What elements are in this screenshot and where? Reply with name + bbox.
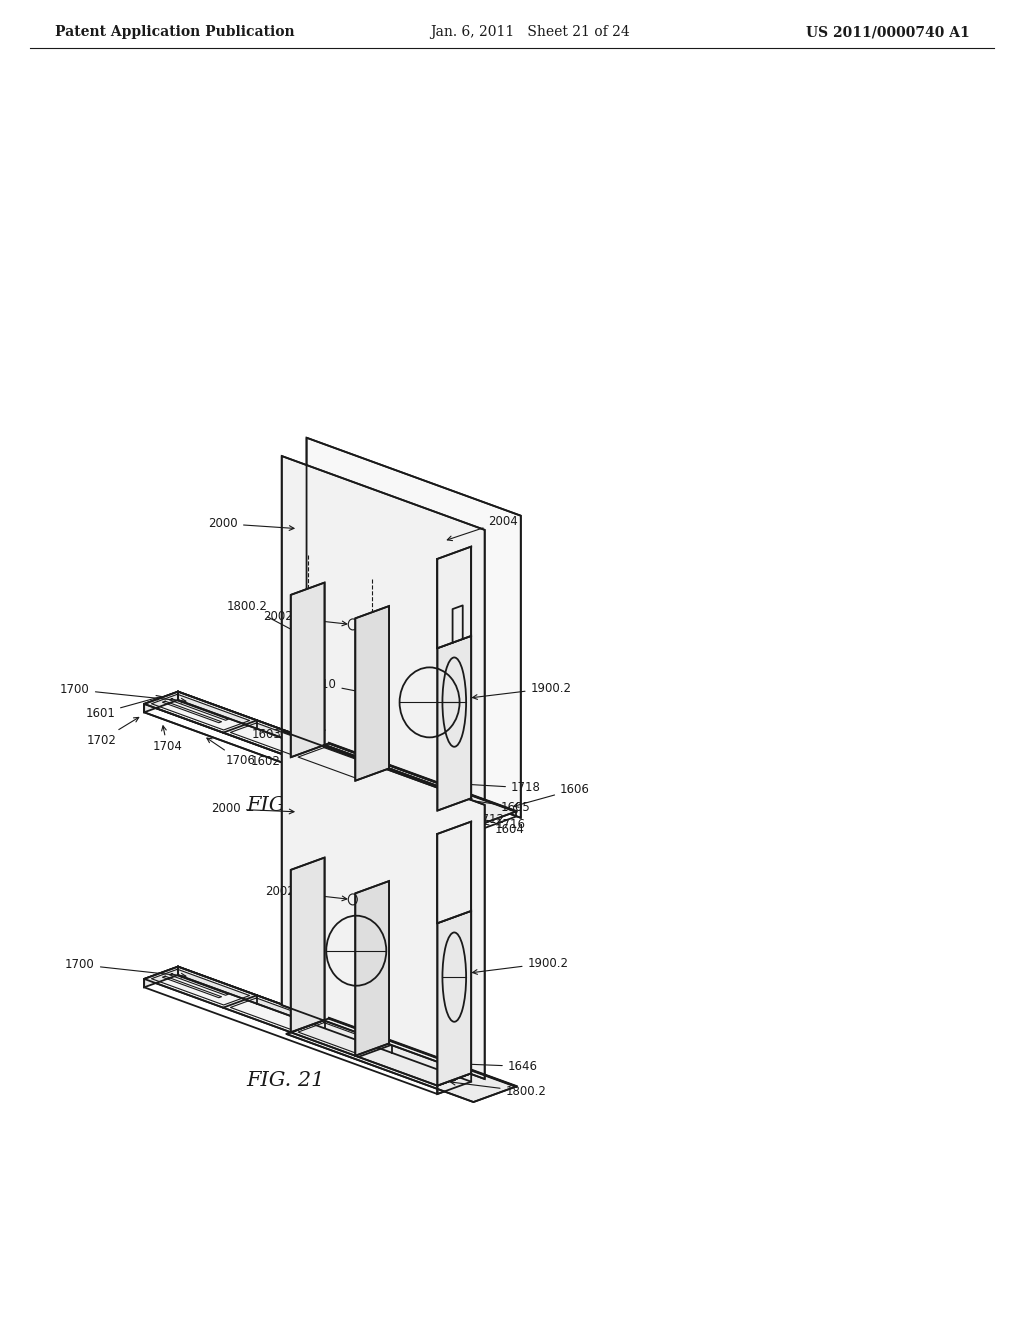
Polygon shape <box>291 858 325 1032</box>
Polygon shape <box>355 880 389 1056</box>
Text: 1718: 1718 <box>463 781 541 795</box>
Text: FIG. 20: FIG. 20 <box>246 796 325 816</box>
Text: 2004: 2004 <box>447 515 518 541</box>
Polygon shape <box>178 692 471 807</box>
Polygon shape <box>144 966 178 987</box>
Polygon shape <box>287 1018 516 1102</box>
Polygon shape <box>282 455 484 804</box>
Text: 2000: 2000 <box>209 517 294 531</box>
Text: 1702: 1702 <box>86 717 138 747</box>
Polygon shape <box>355 606 389 780</box>
Text: 1712: 1712 <box>457 797 505 826</box>
Polygon shape <box>437 636 471 810</box>
Text: 2000: 2000 <box>211 803 294 816</box>
Text: 1706: 1706 <box>207 738 255 767</box>
Polygon shape <box>291 744 471 810</box>
Text: 1606: 1606 <box>514 783 590 808</box>
Text: 1700: 1700 <box>60 684 186 704</box>
Text: 1605: 1605 <box>453 796 530 813</box>
Polygon shape <box>282 731 484 1078</box>
Text: 1800.2: 1800.2 <box>451 1080 547 1098</box>
Text: 1603: 1603 <box>251 729 325 742</box>
Text: 2002: 2002 <box>265 884 347 900</box>
Polygon shape <box>306 438 521 818</box>
Text: Jan. 6, 2011   Sheet 21 of 24: Jan. 6, 2011 Sheet 21 of 24 <box>430 25 630 40</box>
Text: FIG. 21: FIG. 21 <box>246 1072 325 1090</box>
Polygon shape <box>144 692 471 810</box>
Text: 1900.2: 1900.2 <box>472 681 571 700</box>
Polygon shape <box>144 692 178 713</box>
Text: 1602: 1602 <box>251 748 327 767</box>
Text: US 2011/0000740 A1: US 2011/0000740 A1 <box>806 25 970 40</box>
Text: 1704: 1704 <box>153 726 182 754</box>
Polygon shape <box>144 966 471 1085</box>
Text: 1708: 1708 <box>414 781 446 820</box>
Text: 1604: 1604 <box>446 814 524 836</box>
Text: 1710: 1710 <box>306 677 369 694</box>
Polygon shape <box>437 911 471 1085</box>
Text: 1700: 1700 <box>66 958 186 978</box>
Text: 1646: 1646 <box>453 1060 538 1073</box>
Text: 1716: 1716 <box>446 812 525 832</box>
Text: 1601: 1601 <box>85 696 161 719</box>
Text: Patent Application Publication: Patent Application Publication <box>55 25 295 40</box>
Polygon shape <box>437 546 471 648</box>
Polygon shape <box>287 743 516 828</box>
Polygon shape <box>291 1020 471 1085</box>
Polygon shape <box>437 821 471 923</box>
Text: 2002: 2002 <box>263 610 347 626</box>
Polygon shape <box>437 799 471 818</box>
Text: 1800.2: 1800.2 <box>227 599 304 636</box>
Polygon shape <box>291 582 325 758</box>
Polygon shape <box>437 1073 471 1094</box>
Text: 1900.2: 1900.2 <box>472 957 568 974</box>
Polygon shape <box>178 966 471 1081</box>
